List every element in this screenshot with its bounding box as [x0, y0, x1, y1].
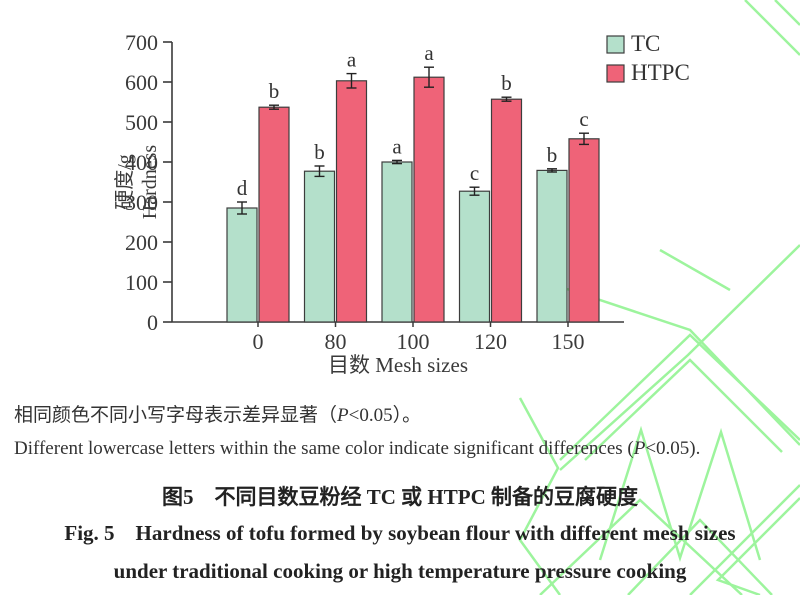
sig-letter: d	[237, 176, 248, 200]
bar-htpc-120	[490, 98, 523, 323]
legend-label-tc: TC	[631, 31, 660, 56]
y-tick-label: 400	[125, 150, 158, 175]
y-tick-label: 700	[125, 30, 158, 55]
x-tick-label: 0	[253, 329, 264, 354]
y-axis-label-en: Hardness	[139, 145, 161, 220]
x-tick-label: 80	[325, 329, 347, 354]
caption-line-zh: 相同颜色不同小写字母表示差异显著（P<0.05）。	[14, 405, 422, 426]
y-tick-label: 200	[125, 230, 158, 255]
sig-letter: b	[269, 79, 280, 103]
y-tick-label: 100	[125, 270, 158, 295]
sig-letter: a	[392, 134, 402, 158]
sig-letter: c	[579, 107, 588, 131]
x-tick-label: 100	[397, 329, 430, 354]
x-tick-label: 120	[474, 329, 507, 354]
bar-tc-0	[226, 207, 258, 323]
sig-letter: a	[424, 41, 434, 65]
watermark-strokes	[518, 0, 800, 595]
legend-label-htpc: HTPC	[631, 60, 690, 85]
y-axis-label-zh: 硬度/g	[113, 154, 136, 210]
sig-letter: a	[347, 48, 357, 72]
bar-htpc-100	[413, 76, 445, 323]
bar-tc-80	[303, 170, 336, 323]
figure-title-en-line1: Fig. 5 Hardness of tofu formed by soybea…	[64, 521, 736, 545]
sig-letter: c	[470, 161, 479, 185]
bar-tc-120	[458, 190, 491, 323]
figure-title-zh: 图5 不同目数豆粉经 TC 或 HTPC 制备的豆腐硬度	[161, 485, 638, 509]
y-tick-label: 0	[147, 310, 158, 335]
bar-htpc-0	[258, 106, 290, 323]
sig-letter: b	[501, 71, 512, 95]
y-tick-label: 600	[125, 70, 158, 95]
legend-swatch-htpc	[606, 64, 625, 83]
sig-letter: b	[547, 143, 558, 167]
bar-tc-150	[536, 169, 568, 323]
bar-htpc-80	[335, 80, 368, 323]
x-axis-label: 目数 Mesh sizes	[328, 353, 468, 377]
legend-swatch-tc	[606, 35, 625, 54]
y-tick-label: 500	[125, 110, 158, 135]
bar-tc-100	[381, 161, 413, 323]
x-tick-label: 150	[552, 329, 585, 354]
y-tick-label: 300	[125, 190, 158, 215]
sig-letter: b	[314, 140, 325, 164]
figure-title-en-line2: under traditional cooking or high temper…	[113, 559, 687, 583]
bar-htpc-150	[568, 138, 600, 323]
caption-line-en: Different lowercase letters within the s…	[14, 438, 701, 459]
